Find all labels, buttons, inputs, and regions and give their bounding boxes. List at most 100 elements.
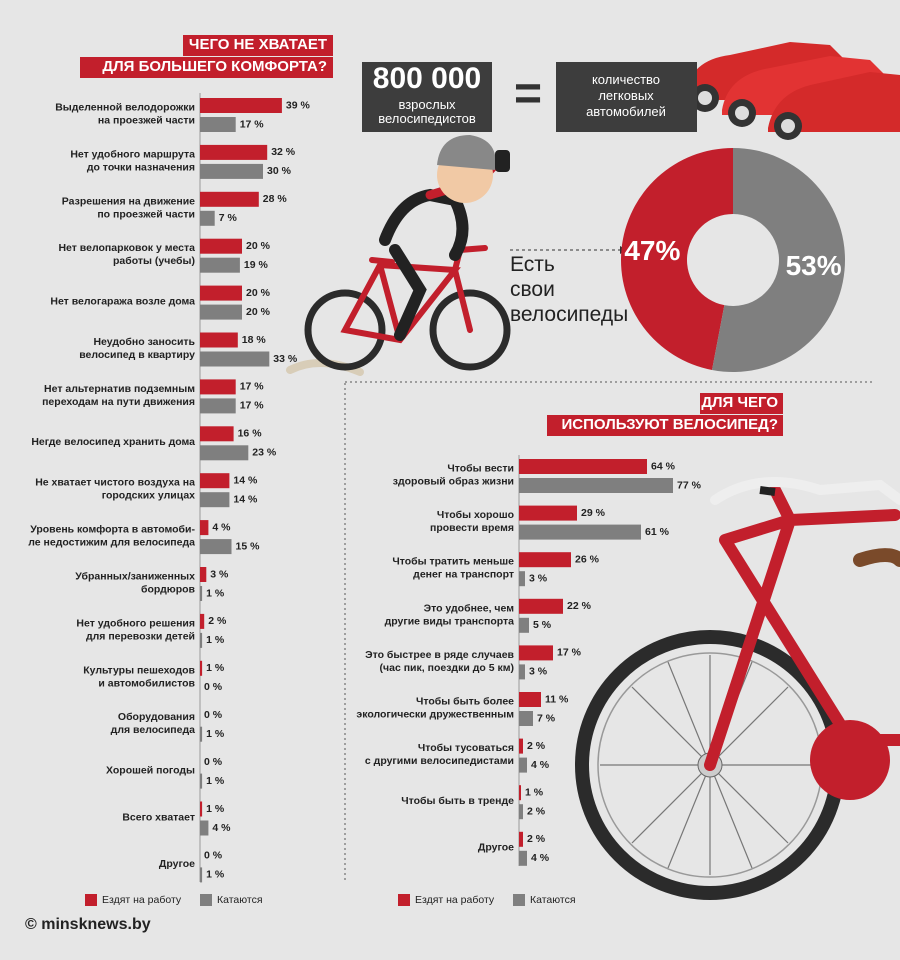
value-label: 17 %	[240, 118, 265, 130]
text-line: денег на транспорт	[413, 568, 514, 580]
bar	[200, 567, 207, 582]
slice-label: 53%	[786, 250, 842, 281]
category-label: Уровень комфорта в автомоби-ле недостижи…	[28, 523, 195, 548]
value-label: 2 %	[208, 615, 227, 627]
text-line: до точки назначения	[87, 161, 195, 173]
value-label: 15 %	[236, 540, 261, 552]
value-label: 20 %	[246, 306, 271, 318]
bar	[200, 351, 270, 367]
text-line: на проезжей части	[98, 114, 195, 126]
value-label: 4 %	[531, 759, 550, 771]
text-line: Нет альтернатив подземным	[44, 383, 195, 395]
bar	[519, 850, 527, 866]
text-line: провести время	[430, 522, 514, 534]
value-label: 17 %	[240, 381, 265, 393]
text-line: с другими велосипедистами	[365, 755, 514, 767]
bar	[200, 773, 203, 789]
text-line: взрослых	[398, 97, 456, 112]
bar	[200, 801, 203, 817]
value-label: 17 %	[240, 400, 265, 412]
category-label: Чтобы быть в тренде	[401, 795, 514, 807]
big-bicycle	[575, 477, 900, 900]
text-line: для велосипеда	[111, 724, 195, 736]
text-line: количество	[592, 72, 660, 87]
text-line: по проезжей части	[97, 208, 195, 220]
value-label: 18 %	[242, 334, 267, 346]
value-label: 1 %	[525, 786, 544, 798]
bar	[200, 398, 236, 414]
value-label: 1 %	[206, 803, 225, 815]
value-label: 20 %	[246, 240, 271, 252]
bar	[200, 257, 240, 273]
bar	[519, 692, 541, 707]
category-label: Разрешения на движение по проезжей части	[62, 195, 195, 220]
legend-label: Катаются	[217, 894, 263, 906]
text-line: ИСПОЛЬЗУЮТ ВЕЛОСИПЕД?	[562, 416, 778, 433]
value-label: 0 %	[204, 709, 223, 721]
bar	[519, 459, 647, 474]
value-label: 28 %	[263, 193, 288, 205]
cars-caption: количество легковых автомобилей	[586, 72, 666, 119]
text-line: городских улицах	[102, 489, 195, 501]
value-label: 22 %	[567, 600, 592, 612]
value-label: 1 %	[206, 775, 225, 787]
value-label: 39 %	[286, 99, 311, 111]
value-label: 64 %	[651, 460, 676, 472]
value-label: 0 %	[204, 756, 223, 768]
value-label: 3 %	[210, 568, 229, 580]
text-line: велосипед в квартиру	[79, 349, 195, 361]
value-label: 14 %	[233, 493, 258, 505]
value-label: 7 %	[537, 712, 556, 724]
value-label: 0 %	[204, 850, 223, 862]
bar	[200, 586, 203, 601]
bar	[200, 238, 242, 254]
category-label: Нет альтернатив подземным переходам на пу…	[42, 383, 195, 408]
bar	[519, 785, 521, 801]
footer: © minsknews.by	[25, 916, 151, 933]
value-label: 5 %	[533, 619, 552, 631]
value-label: 0 %	[204, 681, 223, 693]
value-label: 23 %	[252, 447, 277, 459]
value-label: 1 %	[206, 587, 225, 599]
cars	[685, 42, 900, 140]
value-label: 11 %	[545, 693, 569, 705]
text-line: Есть	[510, 253, 555, 276]
text-line: Чтобы вести	[447, 462, 514, 474]
value-label: 2 %	[527, 740, 546, 752]
category-label: Чтобы вести здоровый образ жизни	[393, 462, 514, 487]
value-label: 26 %	[575, 553, 600, 565]
bar	[519, 571, 525, 587]
text-line: ле недостижим для велосипеда	[28, 536, 195, 548]
bar	[519, 757, 527, 773]
value-label: 19 %	[244, 259, 269, 271]
category-label: Нет велопарковок у места работы (учебы)	[58, 242, 195, 267]
value-label: 4 %	[212, 521, 231, 533]
text-line: Это быстрее в ряде случаев	[365, 649, 514, 661]
category-label: Убранных/заниженных бордюров	[75, 570, 195, 595]
value-label: 2 %	[527, 833, 546, 845]
bar	[200, 332, 238, 348]
legend-label: Ездят на работу	[102, 894, 182, 906]
bar	[200, 98, 282, 113]
bar	[200, 426, 234, 442]
bar	[519, 505, 577, 521]
chart-title: ЧЕГО НЕ ХВАТАЕТ ДЛЯ БОЛЬШЕГО КОМФОРТА?	[102, 36, 327, 75]
text-line: и автомобилистов	[98, 677, 195, 689]
bar	[200, 613, 205, 629]
value-label: 1 %	[206, 869, 225, 881]
text-line: Убранных/заниженных	[75, 570, 195, 582]
text-line: Нет удобного решения	[76, 617, 195, 629]
stat-box	[362, 62, 492, 132]
value-label: 3 %	[529, 572, 548, 584]
title-box	[700, 393, 783, 414]
category-label: Выделенной велодорожки на проезжей части	[55, 101, 195, 126]
text-line: Нет велопарковок у места	[58, 242, 195, 254]
text-line: Чтобы хорошо	[437, 509, 514, 521]
legend-swatch	[200, 894, 212, 906]
value-label: 1 %	[206, 634, 225, 646]
chart-title: ДЛЯ ЧЕГО ИСПОЛЬЗУЮТ ВЕЛОСИПЕД?	[562, 394, 779, 433]
bar	[519, 738, 523, 754]
bar	[200, 539, 232, 555]
text-line: ЧЕГО НЕ ХВАТАЕТ	[189, 36, 327, 53]
